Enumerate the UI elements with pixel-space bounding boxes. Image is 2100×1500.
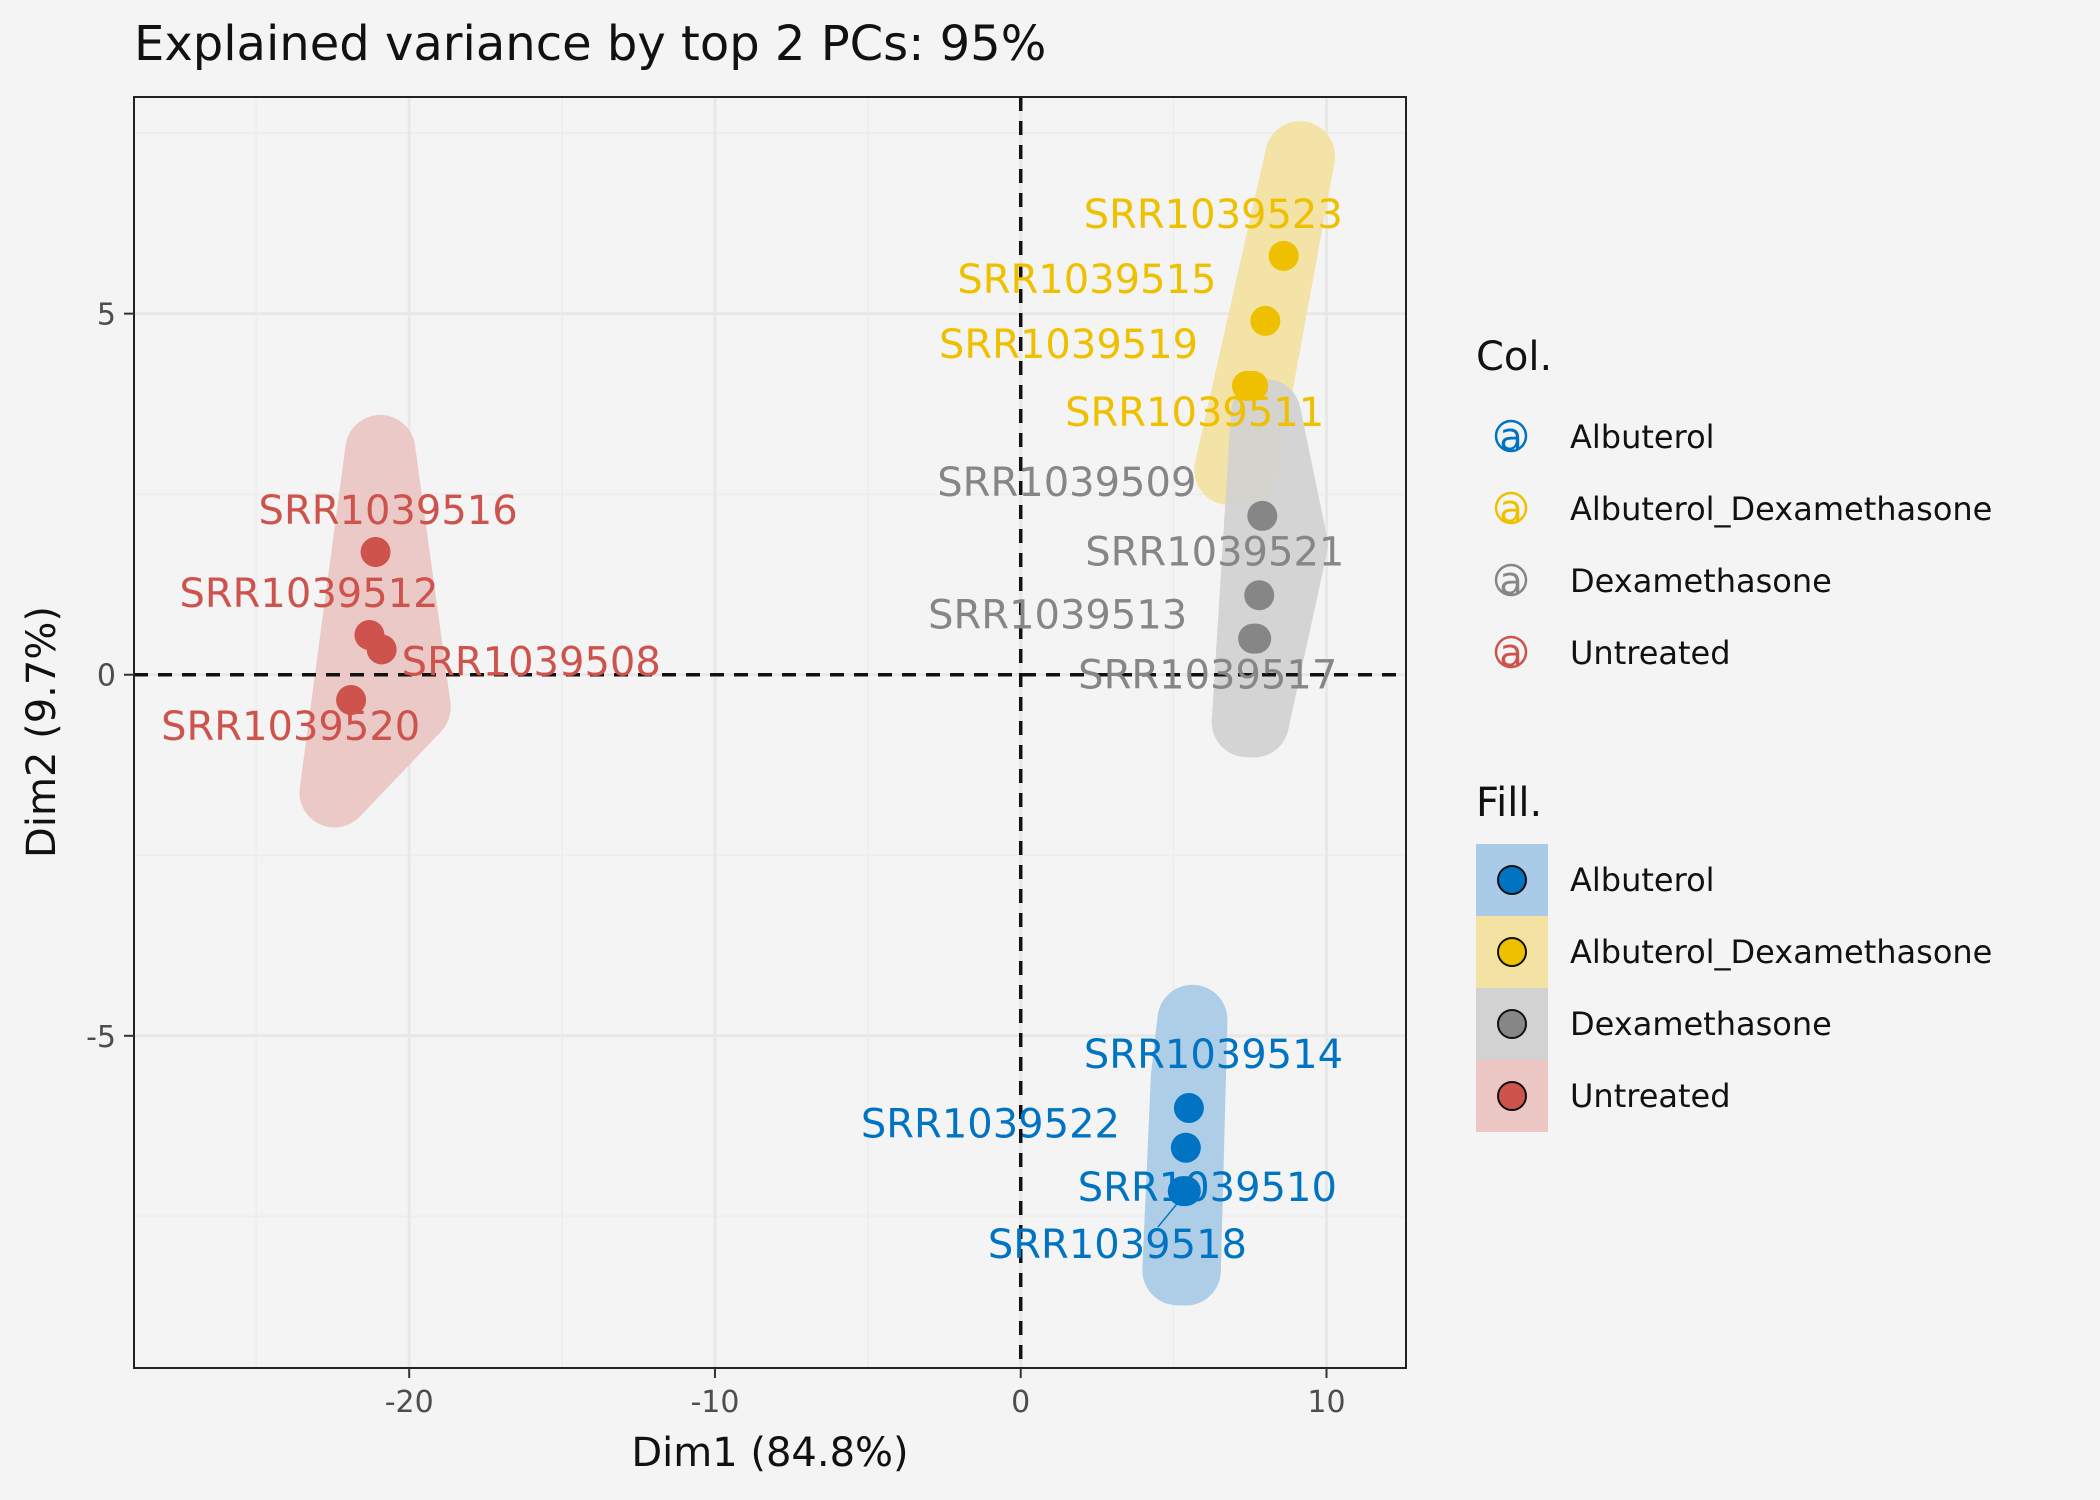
point-label: SRR1039510 — [1078, 1165, 1337, 1211]
point-label: SRR1039509 — [937, 460, 1196, 506]
data-point — [1173, 1093, 1204, 1124]
y-tick-label: 0 — [97, 659, 116, 694]
y-axis-label: Dim2 (9.7%) — [19, 606, 65, 858]
point-label: SRR1039511 — [1065, 390, 1324, 436]
legend-fill-entries: Albuterol Albuterol_Dexamethasone Dexameth… — [1476, 844, 1992, 1132]
legend-color-label: Dexamethasone — [1570, 562, 1832, 600]
x-tick-label: 0 — [1011, 1385, 1030, 1420]
y-axis-ticks: -5 0 5 — [86, 298, 134, 1055]
legend-fill-key — [1497, 1081, 1527, 1111]
legend-fill-label: Dexamethasone — [1570, 1005, 1832, 1043]
legend-color-label: Untreated — [1570, 634, 1731, 672]
x-axis-label: Dim1 (84.8%) — [631, 1430, 908, 1476]
point-label: SRR1039515 — [957, 257, 1216, 303]
legend-color-key-ring — [1494, 563, 1528, 597]
point-label: SRR1039520 — [161, 704, 420, 750]
point-label: SRR1039512 — [179, 571, 438, 617]
legend-fill-key — [1497, 937, 1527, 967]
legend-fill-key — [1497, 1009, 1527, 1039]
data-point — [1241, 623, 1272, 654]
point-label: SRR1039519 — [939, 322, 1198, 368]
legend-fill-label: Albuterol_Dexamethasone — [1570, 933, 1992, 971]
data-point — [1247, 500, 1278, 531]
point-label: SRR1039523 — [1084, 192, 1343, 238]
x-tick-label: -20 — [385, 1385, 434, 1420]
legend-fill-title: Fill. — [1476, 780, 1542, 826]
chart-title: Explained variance by top 2 PCs: 95% — [134, 16, 1046, 72]
data-point — [1170, 1176, 1201, 1207]
point-label: SRR1039513 — [928, 593, 1187, 639]
point-labels: SRR1039523 SRR1039515 SRR1039519 SRR1039511… — [161, 192, 1344, 1268]
legend-color-label: Albuterol_Dexamethasone — [1570, 490, 1992, 528]
data-point — [336, 685, 367, 716]
point-label: SRR1039516 — [259, 488, 518, 534]
data-point — [1238, 370, 1269, 401]
x-axis-ticks: -20 -10 0 10 — [385, 1368, 1346, 1420]
data-points — [336, 240, 1299, 1207]
legend-color-title: Col. — [1476, 334, 1552, 380]
x-tick-label: 10 — [1307, 1385, 1345, 1420]
legend-color-key: a — [1499, 415, 1522, 459]
legend-color-label: Albuterol — [1570, 418, 1715, 456]
legend-color-key: a — [1499, 487, 1522, 531]
y-tick-label: -5 — [86, 1020, 116, 1055]
legend-color-key-ring — [1494, 491, 1528, 525]
plot-panel-border — [133, 96, 1407, 1369]
legend-color-key-ring — [1494, 635, 1528, 669]
data-point — [1268, 240, 1299, 271]
legend-color-key: a — [1499, 631, 1522, 675]
data-point — [1244, 580, 1275, 611]
data-point — [1250, 305, 1281, 336]
data-point — [1170, 1132, 1201, 1163]
point-label: SRR1039508 — [402, 639, 661, 685]
reference-lines — [134, 97, 1406, 1368]
point-label: SRR1039517 — [1078, 653, 1337, 699]
data-point — [366, 634, 397, 665]
legend-color-key: a — [1499, 559, 1522, 603]
legend-fill-key — [1497, 865, 1527, 895]
point-label: SRR1039518 — [988, 1222, 1247, 1268]
legend-fill-label: Untreated — [1570, 1077, 1731, 1115]
legend-fill-label: Albuterol — [1570, 861, 1715, 899]
point-label: SRR1039514 — [1084, 1032, 1343, 1078]
legend-color-key-ring — [1494, 419, 1528, 453]
point-label: SRR1039521 — [1085, 529, 1344, 575]
data-point — [360, 536, 391, 567]
x-tick-label: -10 — [690, 1385, 739, 1420]
y-tick-label: 5 — [97, 298, 116, 333]
point-label: SRR1039522 — [861, 1102, 1120, 1148]
